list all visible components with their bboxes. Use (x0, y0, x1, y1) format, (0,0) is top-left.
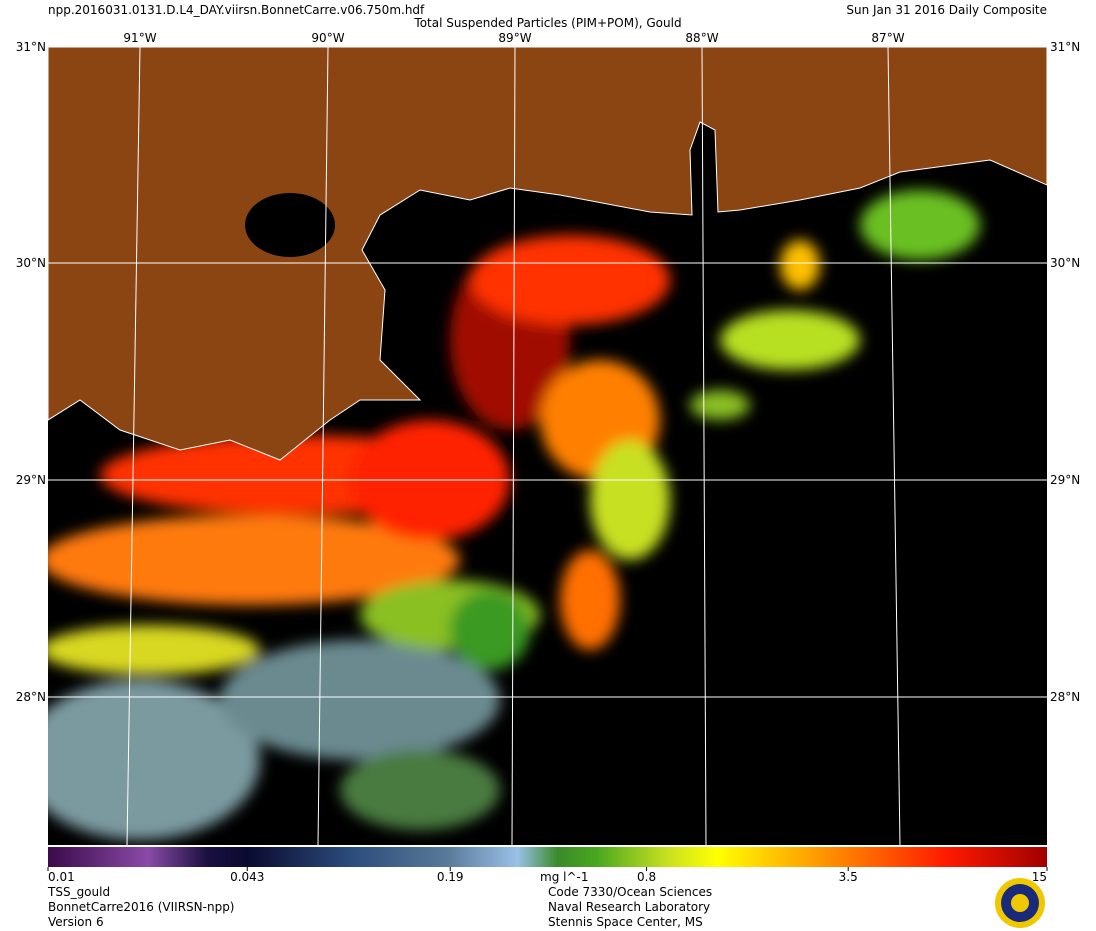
footer-left: BonnetCarre2016 (VIIRSN-npp) (48, 900, 235, 914)
filename: npp.2016031.0131.D.L4_DAY.viirsn.BonnetC… (48, 3, 425, 17)
logo (995, 878, 1045, 928)
footer-left: TSS_gould (47, 885, 110, 899)
date: Sun Jan 31 2016 Daily Composite (846, 3, 1047, 17)
lat-label: 28°N (1050, 690, 1080, 704)
title: Total Suspended Particles (PIM+POM), Gou… (413, 16, 681, 30)
colorbar-label: 0.19 (437, 870, 464, 884)
meridian (701, 47, 707, 845)
lon-label: 89°W (498, 31, 531, 45)
lon-label: 88°W (685, 31, 718, 45)
land (48, 47, 1047, 461)
lon-label: 87°W (871, 31, 904, 45)
lat-label: 31°N (1050, 40, 1080, 54)
lat-label: 30°N (1050, 256, 1080, 270)
colorbar-label: 0.043 (230, 870, 264, 884)
lake (245, 193, 335, 257)
meridian (317, 47, 329, 845)
footer-left: Version 6 (48, 915, 104, 929)
lon-label: 90°W (311, 31, 344, 45)
meridian (511, 47, 516, 845)
meridian (887, 47, 901, 845)
colorbar (48, 847, 1047, 867)
lat-label: 28°N (16, 690, 46, 704)
colorbar-label: 0.01 (48, 870, 75, 884)
lon-label: 91°W (123, 31, 156, 45)
meridian (126, 47, 141, 845)
lat-label: 31°N (16, 40, 46, 54)
colorbar-label: 0.8 (637, 870, 656, 884)
lat-label: 30°N (16, 256, 46, 270)
tss-field (48, 190, 980, 840)
colorbar-label: 3.5 (839, 870, 858, 884)
colorbar-label: 15 (1032, 870, 1047, 884)
lat-label: 29°N (1050, 473, 1080, 487)
map (48, 47, 1047, 845)
footer-right: Stennis Space Center, MS (548, 915, 703, 929)
graticule (48, 47, 1047, 845)
footer-right: Code 7330/Ocean Sciences (548, 885, 712, 899)
colorbar-unit: mg l^-1 (540, 870, 588, 884)
footer-right: Naval Research Laboratory (548, 900, 710, 914)
lat-label: 29°N (16, 473, 46, 487)
